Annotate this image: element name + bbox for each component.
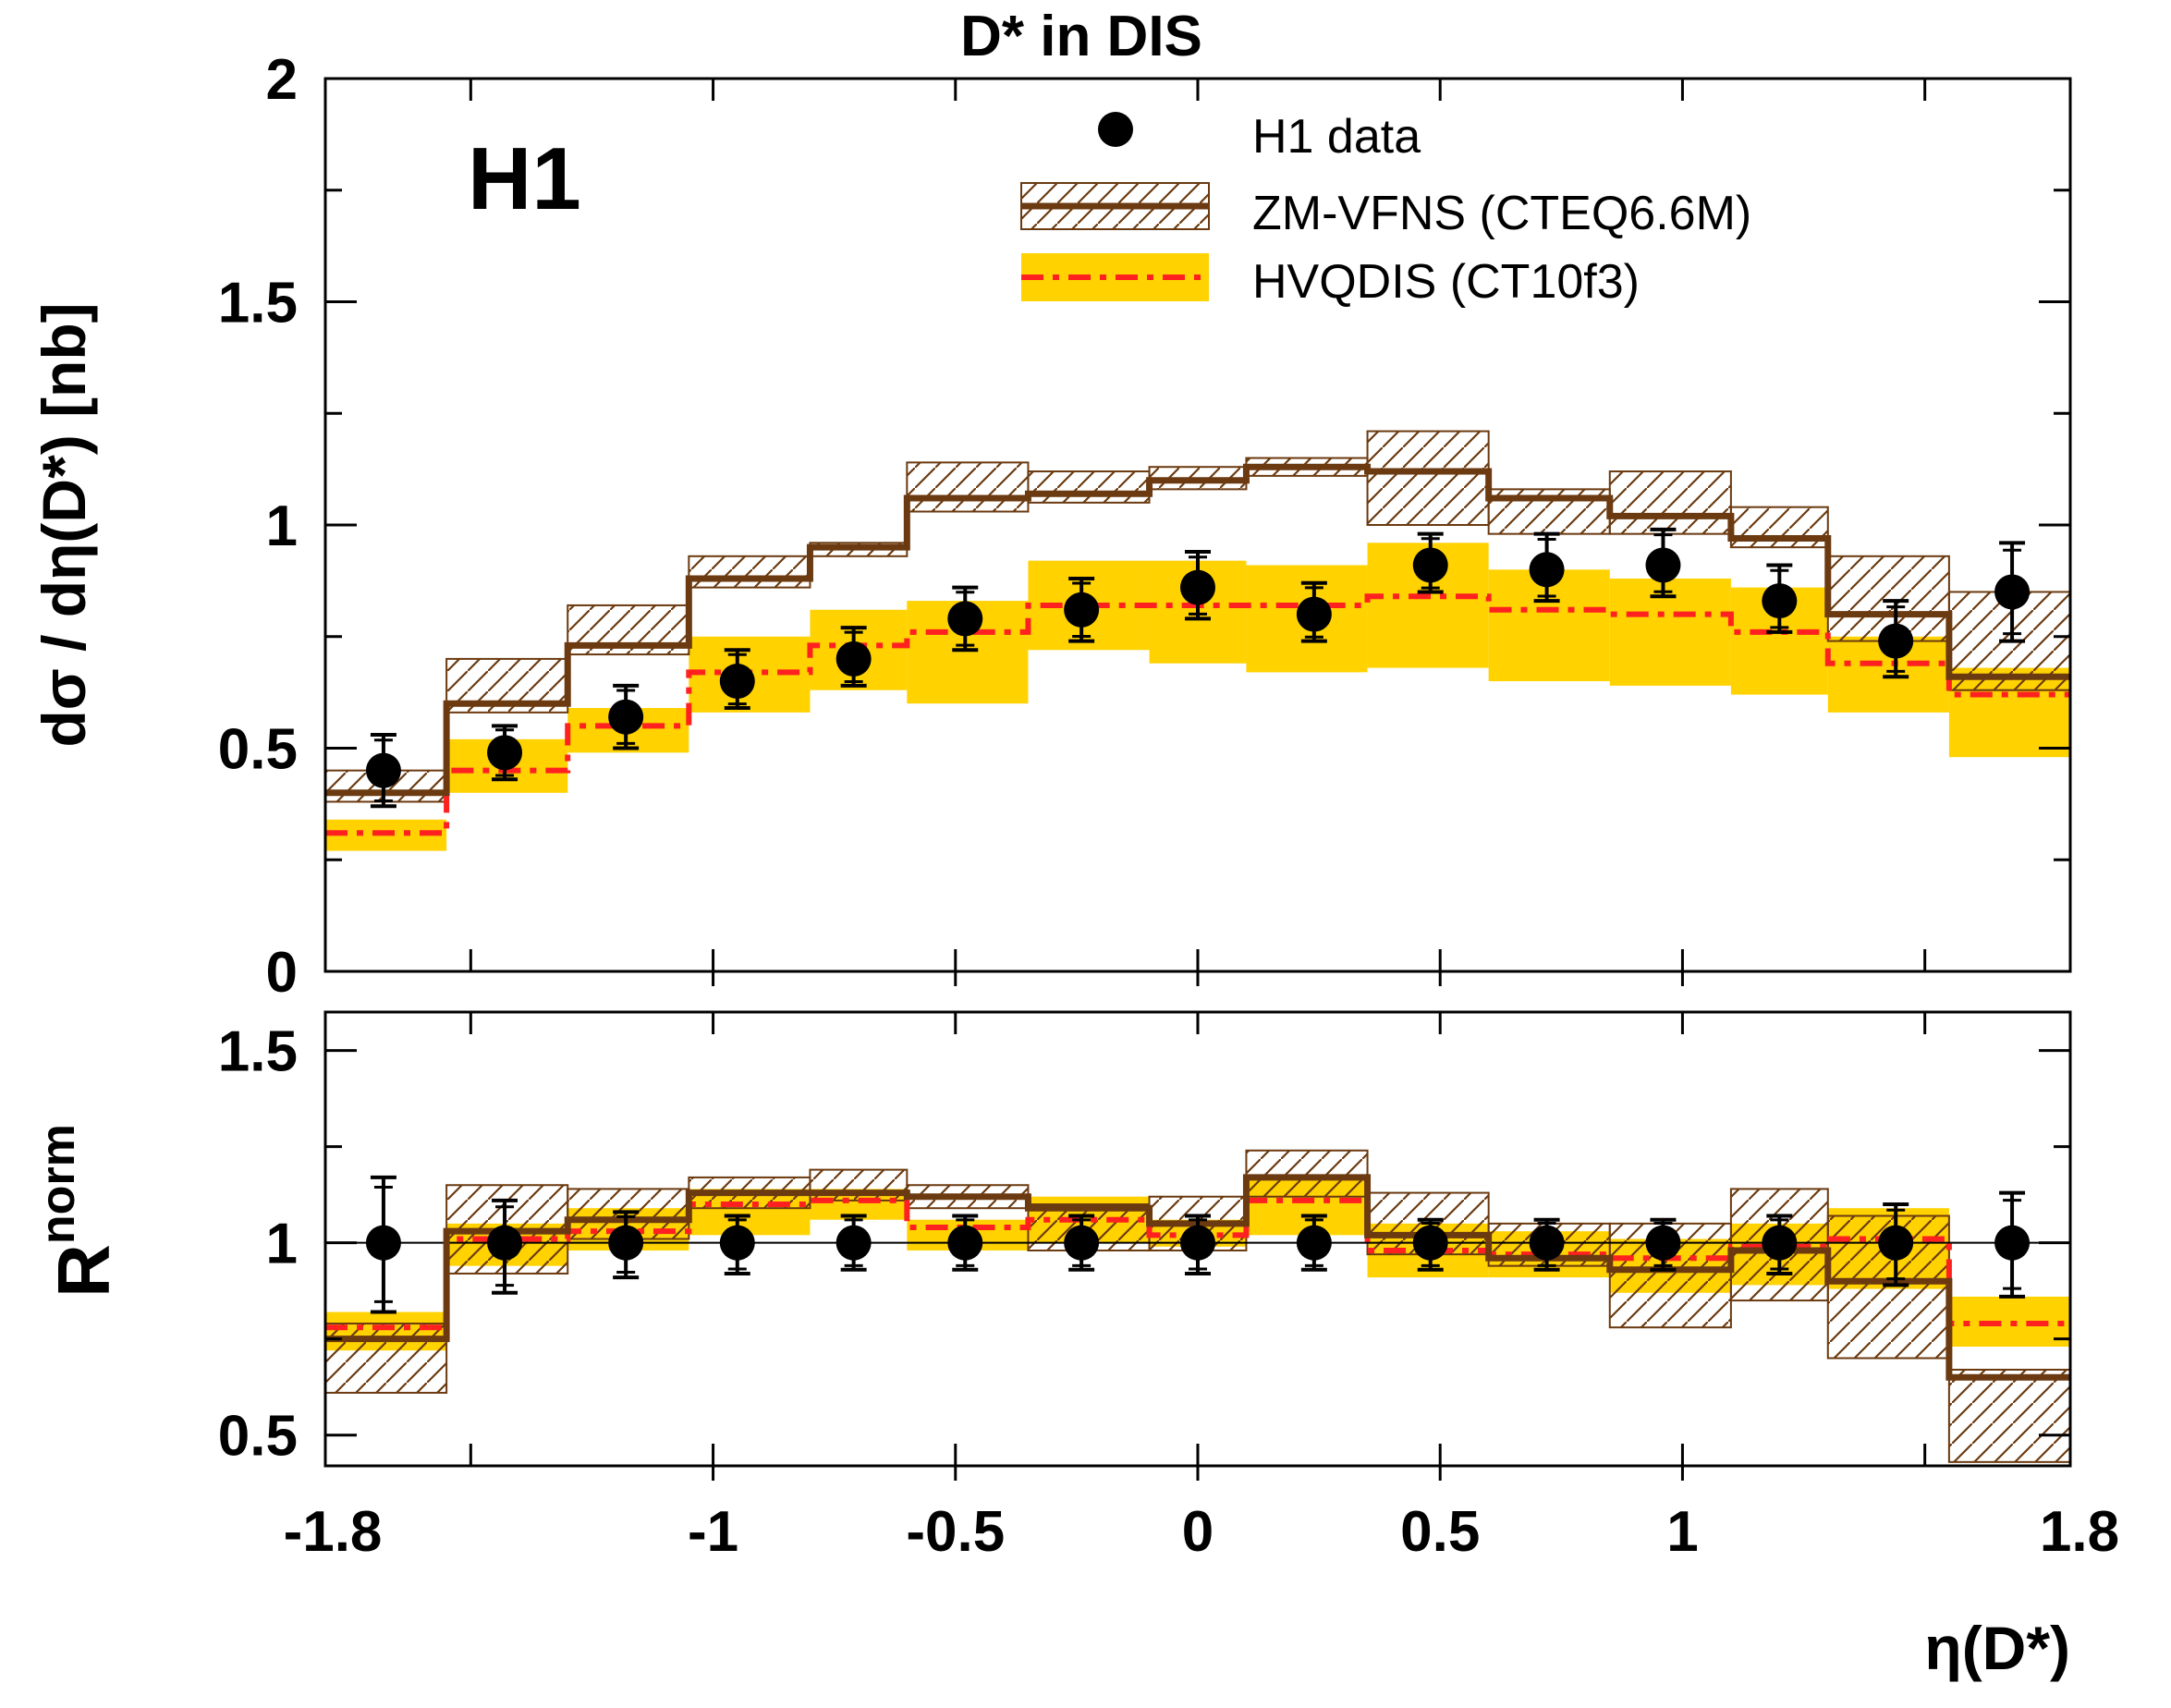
top-data-point-3 — [719, 648, 755, 711]
top-data-point-8 — [1296, 580, 1332, 643]
bot-x-tick-label: 0 — [1182, 1500, 1214, 1564]
bot-data-point-6 — [1064, 1214, 1100, 1272]
ratio-y-axis-label: Rnorm — [31, 1124, 125, 1298]
ratio-points — [365, 1175, 2031, 1314]
top-data-point-12 — [1762, 563, 1798, 634]
top-zm-vfns-line — [325, 463, 2070, 797]
top-data-point-7 — [1180, 549, 1215, 621]
bot-zm-vfns-band-bin-0 — [325, 1323, 448, 1394]
bot-data-point-14 — [1994, 1190, 2031, 1299]
bot-y-tick-label: 0.5 — [218, 1405, 298, 1469]
bot-data-point-5 — [947, 1214, 983, 1272]
legend-label-zm-vfns: ZM-VFNS (CTEQ6.6M) — [1252, 187, 1751, 240]
top-data-point-4 — [835, 626, 872, 688]
top-zm-vfns-band-bin-9 — [1366, 430, 1490, 527]
ratio-panel: 0.5 1 1.5 -1.8 -1 -0.5 0 0.5 1 1.8 Rnorm η(D*) — [31, 1010, 2119, 1682]
bot-data-point-4 — [835, 1214, 872, 1272]
experiment-label: H1 — [468, 129, 581, 228]
bot-zm-vfns-band-bin-14 — [1947, 1368, 2070, 1463]
legend-entry-hvqdis: HVQDIS (CT10f3) — [1021, 253, 1640, 309]
top-zm-vfns-band-bin-6 — [1027, 470, 1151, 504]
bot-data-point-3 — [719, 1214, 755, 1275]
top-data-point-1 — [487, 724, 523, 782]
top-data-point-5 — [947, 585, 983, 653]
top-zm-vfns-band-bin-11 — [1608, 470, 1732, 535]
bot-zm-vfns-line — [325, 1174, 2070, 1381]
top-y-tick-label: 0.5 — [218, 718, 298, 782]
bot-data-point-13 — [1878, 1202, 1914, 1287]
bot-data-point-8 — [1296, 1214, 1332, 1272]
bot-x-tick-label: 1.8 — [2040, 1500, 2119, 1564]
top-data-point-13 — [1878, 599, 1914, 679]
bot-data-point-2 — [608, 1210, 644, 1280]
legend-entry-zm-vfns: ZM-VFNS (CTEQ6.6M) — [1020, 182, 1751, 240]
bot-data-point-7 — [1180, 1214, 1215, 1275]
top-data-point-11 — [1645, 527, 1681, 599]
cross-section-panel: 0 0.5 1 1.5 2 H1 dσ / dη(D*) [nb] H1 data ZM… — [30, 48, 2072, 1005]
top-y-tick-label: 0 — [266, 941, 298, 1005]
bot-data-point-0 — [365, 1175, 401, 1314]
cross-section-axes: 0 0.5 1 1.5 2 — [218, 48, 2070, 1005]
top-data-point-0 — [365, 733, 401, 809]
ratio-axes: 0.5 1 1.5 -1.8 -1 -0.5 0 0.5 1 1.8 — [218, 1012, 2119, 1564]
x-axis-label: η(D*) — [1924, 1614, 2070, 1682]
bot-x-tick-label: 1 — [1666, 1500, 1698, 1564]
bot-x-tick-label: -1 — [688, 1500, 738, 1564]
legend-label-hvqdis: HVQDIS (CT10f3) — [1252, 255, 1640, 309]
bot-y-tick-label: 1.5 — [218, 1020, 298, 1084]
cross-section-plot-area — [325, 430, 2070, 851]
top-data-point-14 — [1994, 541, 2031, 643]
bot-data-point-9 — [1412, 1217, 1448, 1272]
bot-y-tick-label: 1 — [266, 1213, 298, 1276]
legend: H1 data ZM-VFNS (CTEQ6.6M) HVQDIS (CT10f… — [1020, 110, 1751, 309]
chart-title: D* in DIS — [960, 5, 1202, 68]
bot-data-point-1 — [487, 1198, 523, 1295]
top-data-point-6 — [1064, 576, 1100, 643]
top-hvqdis-band-bin-10 — [1488, 569, 1610, 682]
y-axis-label: dσ / dη(D*) [nb] — [30, 302, 98, 747]
ratio-y-axis-label-sup: norm — [31, 1124, 85, 1244]
legend-marker-h1-data — [1098, 112, 1133, 147]
top-zm-vfns-band-bin-3 — [688, 555, 811, 589]
bot-x-tick-label: -1.8 — [284, 1500, 383, 1564]
cross-section-points — [365, 527, 2031, 809]
top-y-tick-label: 1.5 — [218, 272, 298, 336]
top-data-point-2 — [608, 683, 644, 750]
top-zm-vfns-band-bin-5 — [906, 461, 1030, 513]
bot-x-tick-label: -0.5 — [906, 1500, 1005, 1564]
bot-x-tick-label: 0.5 — [1400, 1500, 1480, 1564]
ratio-plot-area — [325, 1149, 2070, 1463]
bot-data-point-11 — [1645, 1217, 1681, 1272]
bot-data-point-10 — [1529, 1217, 1565, 1272]
legend-entry-h1-data: H1 data — [1098, 110, 1421, 164]
top-data-point-9 — [1412, 531, 1448, 594]
bot-zm-vfns-band-bin-8 — [1245, 1149, 1369, 1198]
ratio-bands — [325, 1149, 2070, 1463]
cross-section-bands — [325, 430, 2070, 851]
top-data-point-10 — [1529, 531, 1565, 604]
top-y-tick-label: 2 — [266, 48, 298, 112]
ratio-y-axis-label-main: R — [43, 1244, 125, 1298]
legend-label-h1-data: H1 data — [1252, 110, 1421, 164]
top-y-tick-label: 1 — [266, 494, 298, 558]
bot-data-point-12 — [1762, 1214, 1798, 1275]
